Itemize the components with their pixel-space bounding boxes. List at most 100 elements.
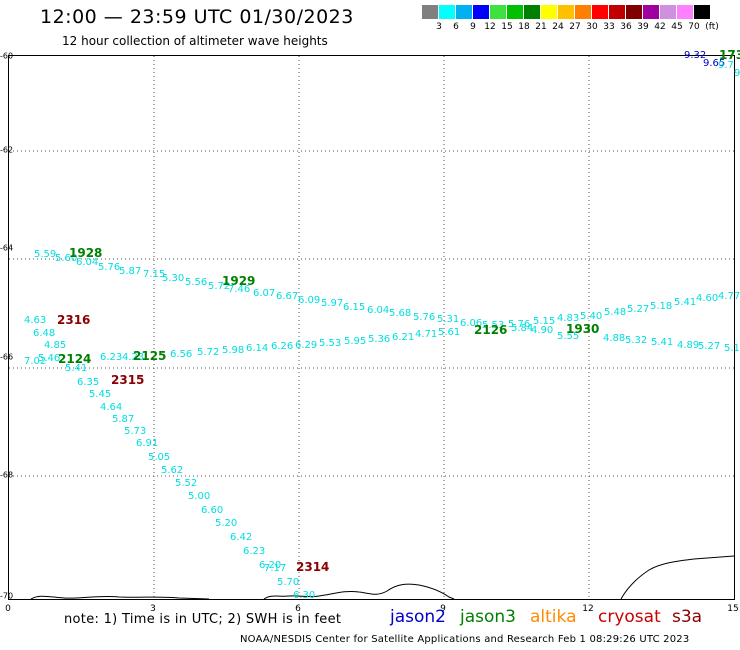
swh-value: 5.18 xyxy=(650,301,673,312)
swh-value: 5.60 xyxy=(55,253,78,264)
swh-value: 5.70 xyxy=(277,577,300,588)
swh-value: 4.63 xyxy=(24,315,47,326)
swh-value: 4.88 xyxy=(603,333,626,344)
color-swatch xyxy=(558,5,575,19)
swh-value: 7.02 xyxy=(24,356,47,367)
pass-time-label: 1930 xyxy=(566,322,600,336)
legend-s3a: s3a xyxy=(672,607,703,627)
swh-value: 9 xyxy=(734,68,740,79)
color-swatch xyxy=(660,5,677,19)
page-subtitle: 12 hour collection of altimeter wave hei… xyxy=(62,34,328,48)
color-swatch xyxy=(541,5,558,19)
swh-value: 6.15 xyxy=(343,302,366,313)
swh-value: 5.72 xyxy=(208,281,231,292)
swh-value: 5.55 xyxy=(557,331,580,342)
swh-value: 5.40 xyxy=(580,311,603,322)
page-title: 12:00 — 23:59 UTC 01/30/2023 xyxy=(40,6,354,28)
color-scale-label: 27 xyxy=(569,22,581,32)
color-swatch xyxy=(609,5,626,19)
swh-value: 5.97 xyxy=(321,298,344,309)
swh-value: 5.72 xyxy=(197,347,220,358)
swh-value: 5.1 xyxy=(724,343,740,354)
color-scale-labels: 3 6 9 12 15 18 21 24 27 30 33 36 39 42 45 70 (ft) xyxy=(422,22,732,36)
swh-value: 4.64 xyxy=(100,402,123,413)
lon-label: 12 xyxy=(582,604,594,614)
swh-value: 5.87 xyxy=(119,266,142,277)
pass-time-label: 2125 xyxy=(133,349,167,363)
swh-value: 6.04 xyxy=(76,257,99,268)
color-scale-label: 39 xyxy=(637,22,649,32)
swh-value: 5.73 xyxy=(124,426,147,437)
swh-value: 5.45 xyxy=(89,389,112,400)
color-swatch xyxy=(490,5,507,19)
color-swatch xyxy=(575,5,592,19)
lat-label: -64 xyxy=(0,243,14,253)
color-scale-label: 33 xyxy=(603,22,615,32)
legend-jason3: jason3 xyxy=(460,607,516,627)
legend-cryosat: cryosat xyxy=(598,607,661,627)
swh-value: 4.71 xyxy=(415,329,438,340)
swh-value: 6.56 xyxy=(170,349,193,360)
pass-time-label: 173 xyxy=(719,48,740,62)
swh-value: 5.76 xyxy=(508,319,531,330)
lon-label: 3 xyxy=(150,604,156,614)
swh-value: 5.30 xyxy=(162,273,185,284)
swh-value: 6.67 xyxy=(276,291,299,302)
swh-value: 5.52 xyxy=(175,478,198,489)
color-scale-label: 15 xyxy=(501,22,513,32)
color-scale-label: 9 xyxy=(470,22,476,32)
swh-value: 5.56 xyxy=(185,277,208,288)
color-swatch xyxy=(677,5,694,19)
pass-time-label: 1929 xyxy=(222,274,256,288)
swh-value: 4.83 xyxy=(557,313,580,324)
swh-value: 6.48 xyxy=(33,328,56,339)
swh-value: 6.23 xyxy=(100,352,123,363)
swh-value: 5.32 xyxy=(625,335,648,346)
swh-value: 5.59 xyxy=(34,249,57,260)
color-scale-label: 45 xyxy=(671,22,683,32)
color-swatch xyxy=(456,5,473,19)
swh-value: 5.95 xyxy=(344,336,367,347)
lon-label: 6 xyxy=(295,604,301,614)
swh-value: 7.15 xyxy=(143,269,166,280)
color-swatch xyxy=(422,5,439,19)
graticule xyxy=(9,56,734,599)
antarctic-coastline xyxy=(30,555,734,599)
swh-value: 6.06 xyxy=(460,318,483,329)
swh-value: 6.21 xyxy=(392,332,415,343)
color-swatch xyxy=(473,5,490,19)
wave-height-map xyxy=(8,55,735,600)
color-swatch xyxy=(524,5,541,19)
swh-value: 4.89 xyxy=(677,340,700,351)
pass-time-label: 2314 xyxy=(296,560,330,574)
color-scale-label: 30 xyxy=(586,22,598,32)
swh-value: 6.20 xyxy=(259,560,282,571)
legend-altika: altika xyxy=(530,607,577,627)
swh-value: 6.04 xyxy=(367,305,390,316)
swh-value: 5.27 xyxy=(698,341,721,352)
swh-value: 6.14 xyxy=(246,343,269,354)
swh-value: 5.41 xyxy=(674,297,697,308)
swh-value: 4.85 xyxy=(44,340,67,351)
lat-label: -62 xyxy=(0,145,14,155)
swh-value: 5.76 xyxy=(98,262,121,273)
swh-value: 4.23 xyxy=(122,352,145,363)
lon-label: 15 xyxy=(727,604,739,614)
swh-value: 4.77 xyxy=(718,291,740,302)
color-scale-label: 12 xyxy=(484,22,496,32)
footer-note: note: 1) Time is in UTC; 2) SWH is in fe… xyxy=(64,612,342,627)
swh-value: 7.46 xyxy=(228,284,251,295)
swh-value: 4.60 xyxy=(696,293,719,304)
swh-value: 6.26 xyxy=(271,341,294,352)
swh-value: 5.31 xyxy=(437,314,460,325)
color-scale-label: 6 xyxy=(453,22,459,32)
swh-value: 6.09 xyxy=(298,295,321,306)
color-scale-label: 21 xyxy=(535,22,547,32)
swh-value: 5.98 xyxy=(222,345,245,356)
swh-value: 5.76 xyxy=(413,312,436,323)
pass-time-label: 2126 xyxy=(474,323,508,337)
swh-value: 5.41 xyxy=(651,337,674,348)
swh-value: 5.53 xyxy=(319,338,342,349)
lat-label: -66 xyxy=(0,352,14,362)
color-swatch xyxy=(626,5,643,19)
